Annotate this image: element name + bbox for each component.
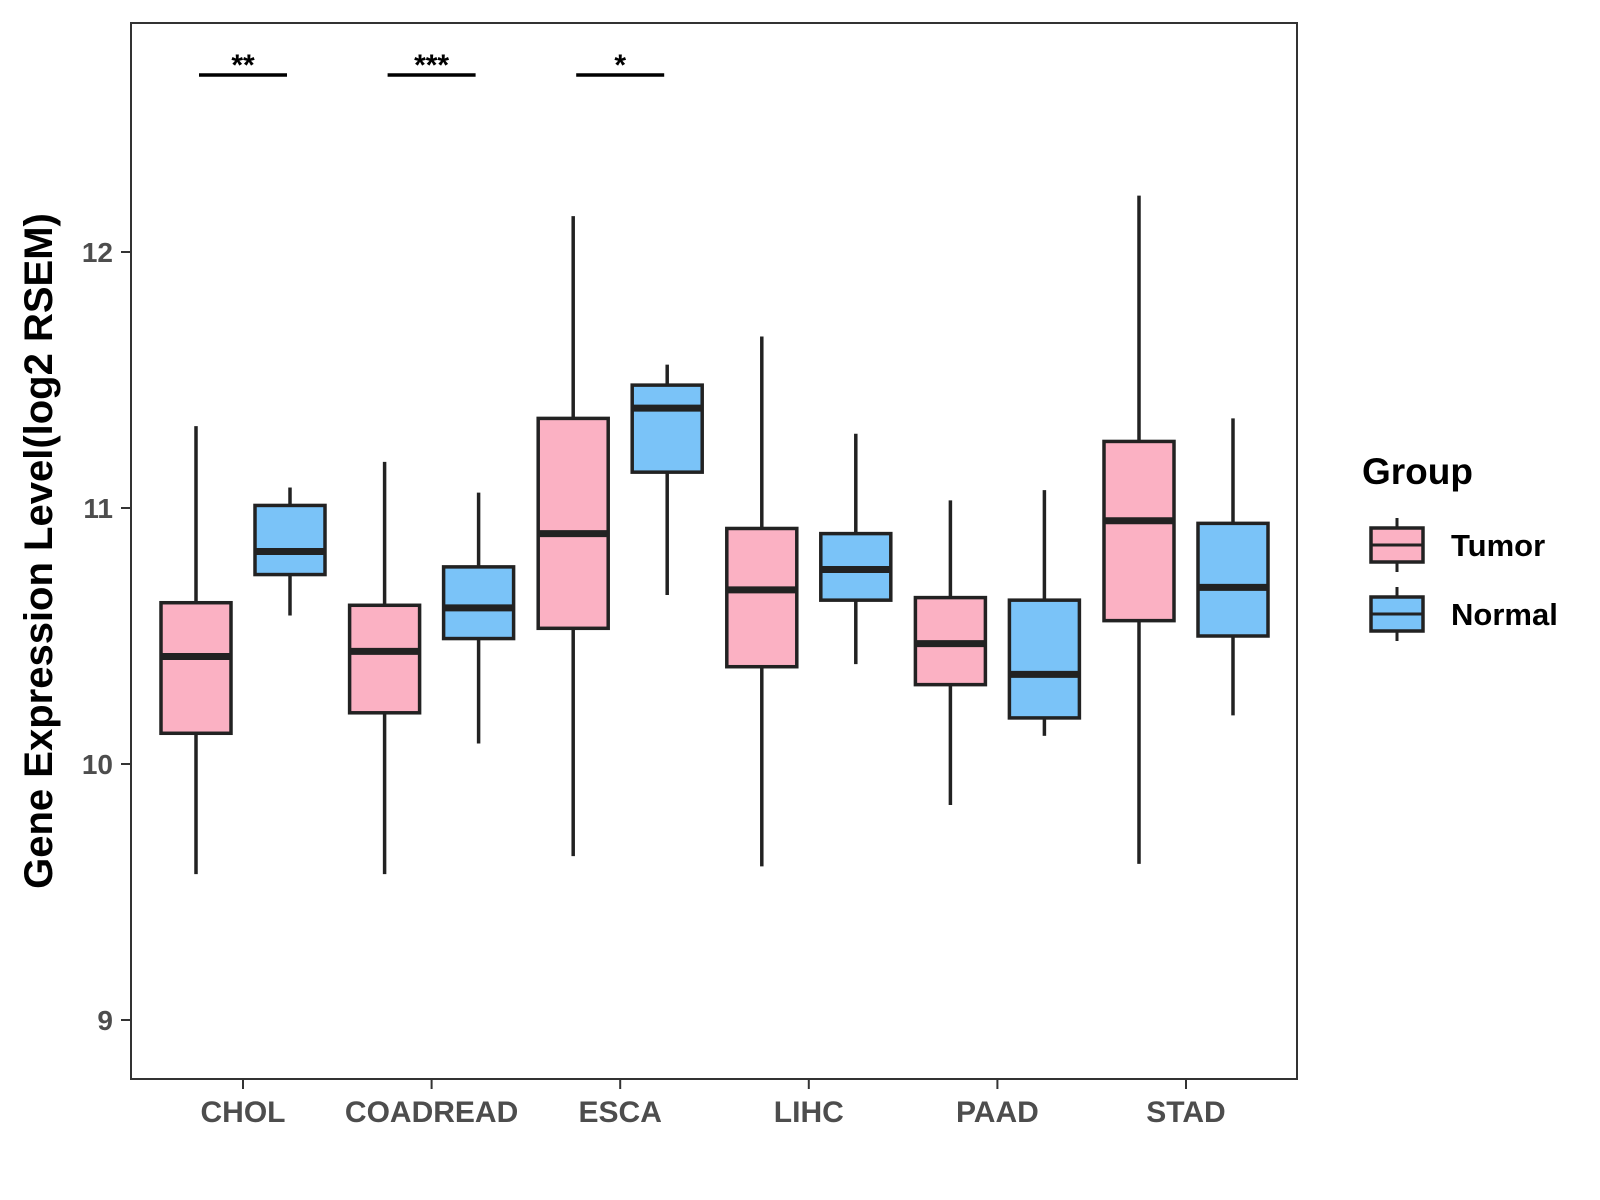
box-iqr (536, 416, 610, 631)
box-tumor-lihc (725, 336, 799, 867)
box-iqr (1007, 598, 1082, 720)
y-axis-title: Gene Expression Level(log2 RSEM) (17, 213, 61, 889)
y-tick-label: 12 (82, 237, 113, 268)
x-tick-label: COADREAD (345, 1096, 518, 1129)
box-iqr (630, 383, 704, 474)
box-iqr (1102, 439, 1176, 623)
y-tick-label: 9 (97, 1005, 113, 1036)
box-normal-paad (1007, 490, 1082, 736)
legend-entry-tumor: Tumor (1369, 518, 1545, 572)
significance-chol: ** (199, 49, 287, 82)
box-tumor-chol (159, 426, 233, 875)
box-iqr (347, 603, 422, 715)
significance-label: *** (414, 49, 449, 82)
significance-label: * (614, 49, 626, 82)
box-iqr (441, 565, 516, 641)
box-normal-coadread (441, 492, 516, 744)
box-normal-chol (253, 487, 327, 616)
significance-esca: * (576, 49, 665, 82)
x-tick-label: STAD (1146, 1096, 1225, 1129)
box-iqr (1196, 521, 1270, 638)
legend-label: Normal (1451, 597, 1558, 632)
x-tick-label: LIHC (774, 1096, 844, 1129)
significance-coadread: *** (387, 49, 476, 82)
box-tumor-paad (913, 500, 988, 805)
box-iqr (725, 526, 799, 669)
x-tick-label: CHOL (201, 1096, 286, 1129)
y-tick-label: 11 (83, 493, 113, 524)
box-normal-esca (630, 364, 704, 596)
axes: 9 10 11 12 CHOL COADREAD ESCA LIHC PAAD STAD (82, 237, 1226, 1129)
y-tick-label: 10 (82, 749, 113, 780)
box-iqr (253, 503, 327, 577)
x-tick-label: PAAD (956, 1096, 1039, 1129)
box-tumor-esca (536, 216, 610, 857)
legend-title: Group (1362, 451, 1473, 492)
significance-label: ** (231, 49, 255, 82)
box-normal-stad (1196, 418, 1270, 716)
box-tumor-coadread (347, 461, 422, 875)
legend-entry-normal: Normal (1369, 587, 1558, 641)
box-iqr (159, 600, 233, 736)
x-tick-label: ESCA (579, 1096, 662, 1129)
box-tumor-stad (1102, 195, 1176, 864)
box-normal-lihc (819, 433, 893, 665)
legend-label: Tumor (1451, 528, 1545, 563)
plot-marks: ** *** * (159, 49, 1270, 875)
legend: Group Tumor Normal (1362, 451, 1558, 641)
